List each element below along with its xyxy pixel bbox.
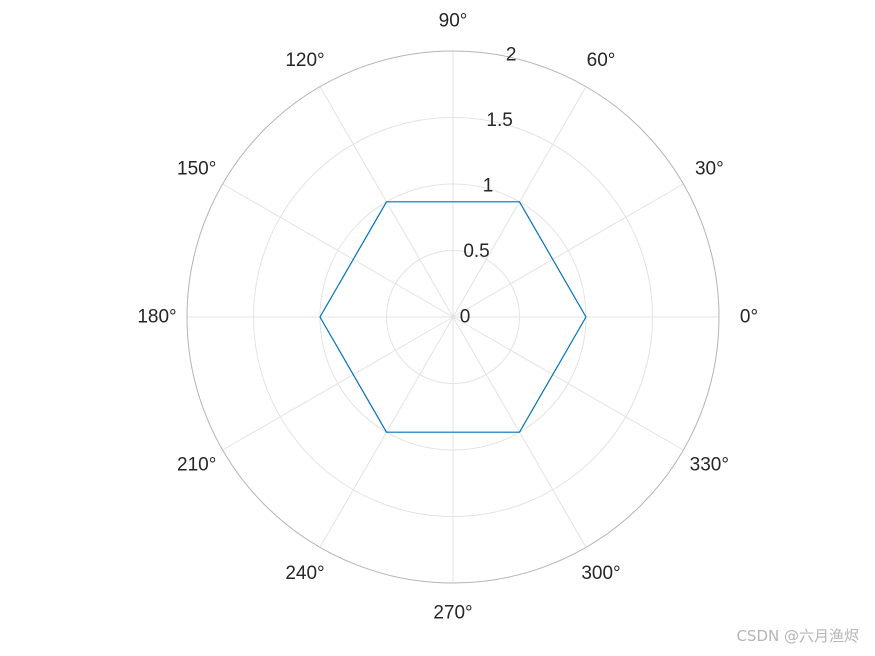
theta-tick-label: 30° bbox=[695, 159, 724, 180]
r-tick-label: 2 bbox=[506, 45, 517, 66]
theta-tick-label: 270° bbox=[433, 603, 472, 624]
r-tick-label: 0.5 bbox=[463, 241, 489, 262]
theta-tick-label: 120° bbox=[285, 50, 324, 71]
theta-tick-label: 240° bbox=[285, 563, 324, 584]
theta-tick-label: 150° bbox=[177, 159, 216, 180]
r-tick-label: 0 bbox=[460, 307, 471, 328]
r-tick-label: 1.5 bbox=[486, 110, 512, 131]
r-tick-labels: 0 0.5 1 1.5 2 bbox=[460, 45, 517, 328]
watermark-text: CSDN @六月渔烬 bbox=[736, 627, 859, 645]
theta-tick-label: 180° bbox=[137, 307, 176, 328]
r-grid-ring bbox=[386, 250, 520, 384]
theta-tick-label: 210° bbox=[177, 455, 216, 476]
theta-tick-label: 60° bbox=[587, 50, 616, 71]
r-tick-label: 1 bbox=[483, 176, 494, 197]
polar-axis-boundary bbox=[186, 50, 720, 584]
series-layer bbox=[319, 201, 587, 433]
theta-tick-label: 0° bbox=[740, 307, 758, 328]
theta-grid-lines bbox=[187, 51, 719, 583]
theta-tick-label: 330° bbox=[690, 455, 729, 476]
r-grid-ring bbox=[253, 117, 653, 517]
theta-tick-label: 300° bbox=[581, 563, 620, 584]
theta-tick-labels: 0° 30° 60° 90° 120° 150° 180° 210° 240° 270° 300° 3… bbox=[137, 11, 758, 624]
theta-tick-label: 90° bbox=[439, 11, 468, 32]
